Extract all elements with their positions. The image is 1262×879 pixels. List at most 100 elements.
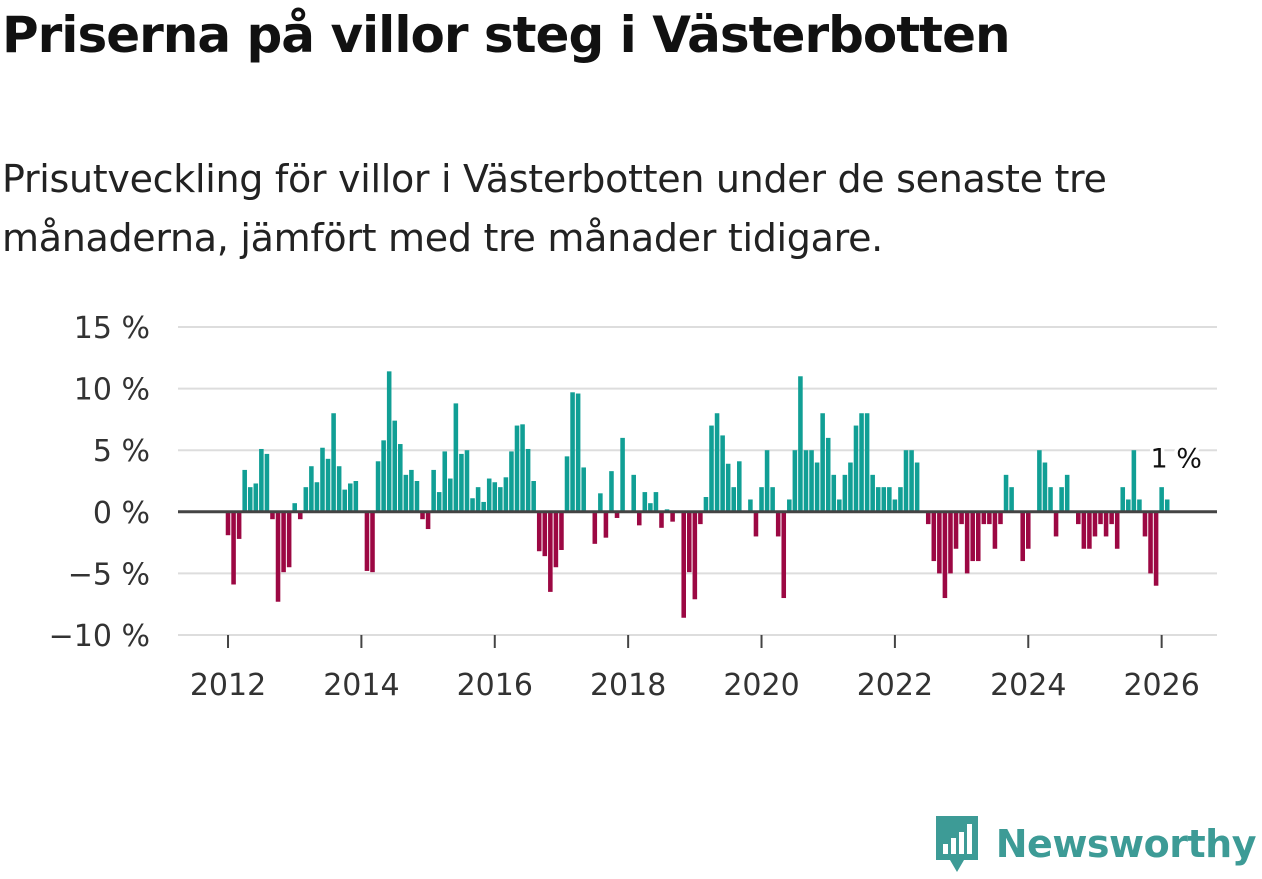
bar <box>981 511 987 525</box>
bar <box>225 511 231 536</box>
bar <box>942 511 948 599</box>
bar <box>281 511 286 573</box>
bar <box>887 487 892 512</box>
y-tick-label: 10 % <box>74 373 150 408</box>
bar <box>392 420 398 512</box>
bar <box>342 489 347 512</box>
bar <box>414 481 420 512</box>
bar <box>720 435 725 512</box>
x-tick-label: 2026 <box>1123 668 1199 703</box>
bar <box>837 499 842 512</box>
axes <box>178 510 1217 648</box>
bar <box>1003 474 1009 512</box>
bar <box>564 456 570 512</box>
bar <box>1053 511 1059 537</box>
bar <box>425 511 431 530</box>
bar <box>242 469 247 512</box>
bar <box>459 453 464 512</box>
bar <box>670 511 675 522</box>
bar <box>970 511 975 562</box>
bar <box>336 466 342 512</box>
chart-subtitle: Prisutveckling för villor i Västerbotten… <box>2 157 1107 260</box>
bar <box>1059 487 1064 512</box>
bar <box>253 483 259 512</box>
x-tick-label: 2012 <box>190 668 266 703</box>
bar <box>859 413 864 512</box>
bar <box>798 376 803 512</box>
x-tick-label: 2022 <box>857 668 933 703</box>
bar <box>998 511 1003 525</box>
bars <box>225 371 1170 618</box>
bar <box>698 511 703 525</box>
bar <box>286 511 292 568</box>
bar <box>975 511 981 562</box>
bar <box>575 393 581 512</box>
bar <box>464 450 470 512</box>
bar <box>320 447 325 512</box>
bar <box>703 497 709 512</box>
bar <box>259 448 264 512</box>
bar <box>409 469 414 512</box>
bar <box>925 511 931 525</box>
bar <box>809 450 814 512</box>
bar <box>870 474 875 512</box>
bar <box>959 511 964 525</box>
gridlines <box>178 326 1217 636</box>
bar <box>1164 499 1170 512</box>
y-tick-label: 5 % <box>93 434 150 469</box>
bar <box>953 511 959 549</box>
bar <box>725 463 731 512</box>
bar <box>686 511 692 573</box>
bar <box>770 487 775 512</box>
bar <box>1009 487 1014 512</box>
bar <box>787 499 792 512</box>
bar <box>692 511 698 600</box>
bar <box>620 437 625 512</box>
bar <box>1153 511 1159 586</box>
bar <box>297 511 303 520</box>
bar <box>1064 474 1070 512</box>
bar <box>1020 511 1025 562</box>
bar <box>825 437 831 512</box>
bar <box>914 462 920 512</box>
bar <box>748 499 753 512</box>
bar <box>536 511 542 552</box>
bar <box>347 483 353 512</box>
bar <box>542 511 548 557</box>
bar <box>398 444 403 512</box>
y-tick-label: −10 % <box>49 619 150 654</box>
latest-value-label: 1 % <box>1150 443 1201 474</box>
bar <box>642 492 648 512</box>
bar <box>659 511 664 528</box>
x-tick-label: 2018 <box>590 668 666 703</box>
bar <box>492 482 498 512</box>
bar <box>636 511 642 526</box>
bar <box>386 371 392 512</box>
bar <box>331 413 336 512</box>
bar <box>553 511 559 568</box>
bar <box>1081 511 1087 549</box>
bar <box>303 487 309 512</box>
bar <box>1037 450 1042 512</box>
bar <box>375 461 381 512</box>
bar <box>609 471 614 512</box>
bar <box>475 487 481 512</box>
bar <box>881 487 887 512</box>
bar <box>737 461 742 512</box>
bar <box>514 425 520 512</box>
bar <box>486 478 492 512</box>
bar <box>370 511 375 573</box>
bar <box>264 453 270 512</box>
bar <box>559 511 564 550</box>
bar <box>1042 462 1048 512</box>
bar <box>503 477 509 512</box>
bar <box>764 450 770 512</box>
bar <box>570 392 575 512</box>
bar <box>631 474 636 512</box>
bar <box>909 450 914 512</box>
bar <box>381 440 386 512</box>
bar <box>775 511 781 537</box>
x-tick-label: 2014 <box>323 668 399 703</box>
chart-title: Priserna på villor steg i Västerbotten <box>2 6 1011 64</box>
